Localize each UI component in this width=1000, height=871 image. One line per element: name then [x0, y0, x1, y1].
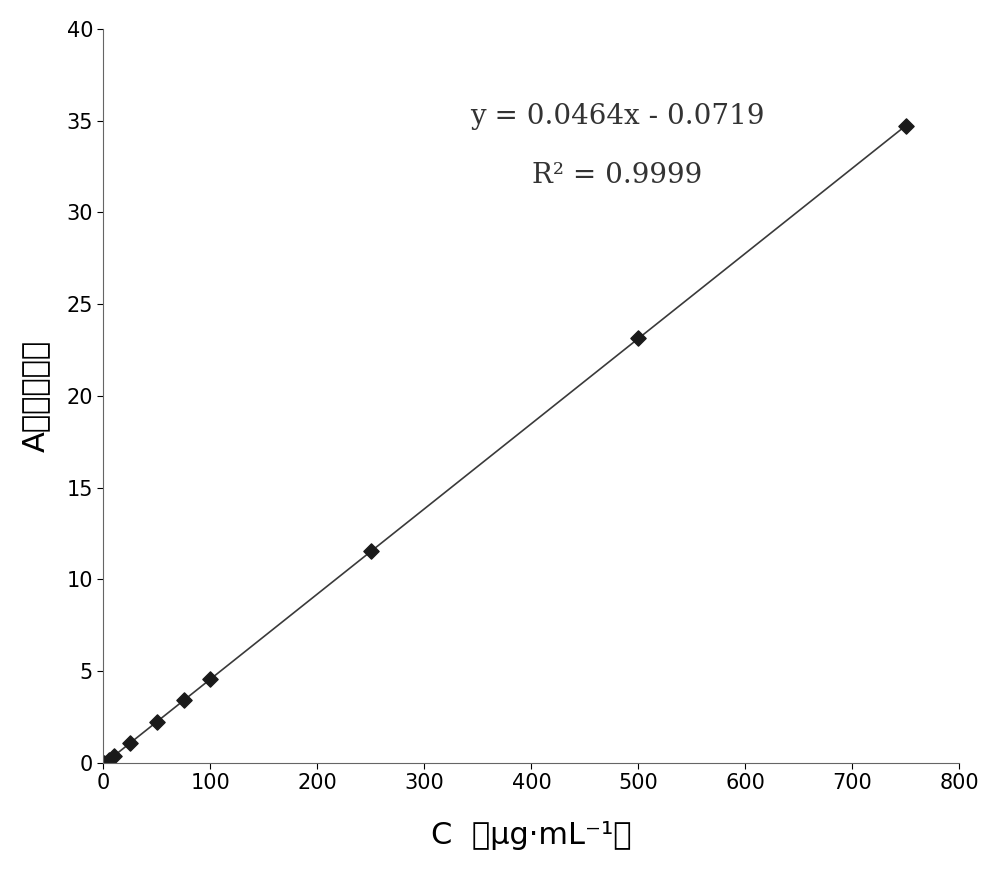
X-axis label: C  （μg·mL⁻¹）: C （μg·mL⁻¹） [431, 821, 632, 850]
Point [202, 672, 218, 686]
Point [176, 693, 192, 707]
Point [96, 757, 112, 771]
Text: y = 0.0464x - 0.0719: y = 0.0464x - 0.0719 [470, 104, 764, 131]
Point [149, 715, 165, 729]
Y-axis label: A（峰面积）: A（峰面积） [21, 340, 50, 452]
Text: R² = 0.9999: R² = 0.9999 [532, 162, 702, 189]
Point [363, 544, 379, 558]
Point [122, 736, 138, 750]
Point [898, 118, 914, 132]
Point [630, 332, 646, 346]
Point [101, 753, 117, 767]
Point [106, 749, 122, 763]
